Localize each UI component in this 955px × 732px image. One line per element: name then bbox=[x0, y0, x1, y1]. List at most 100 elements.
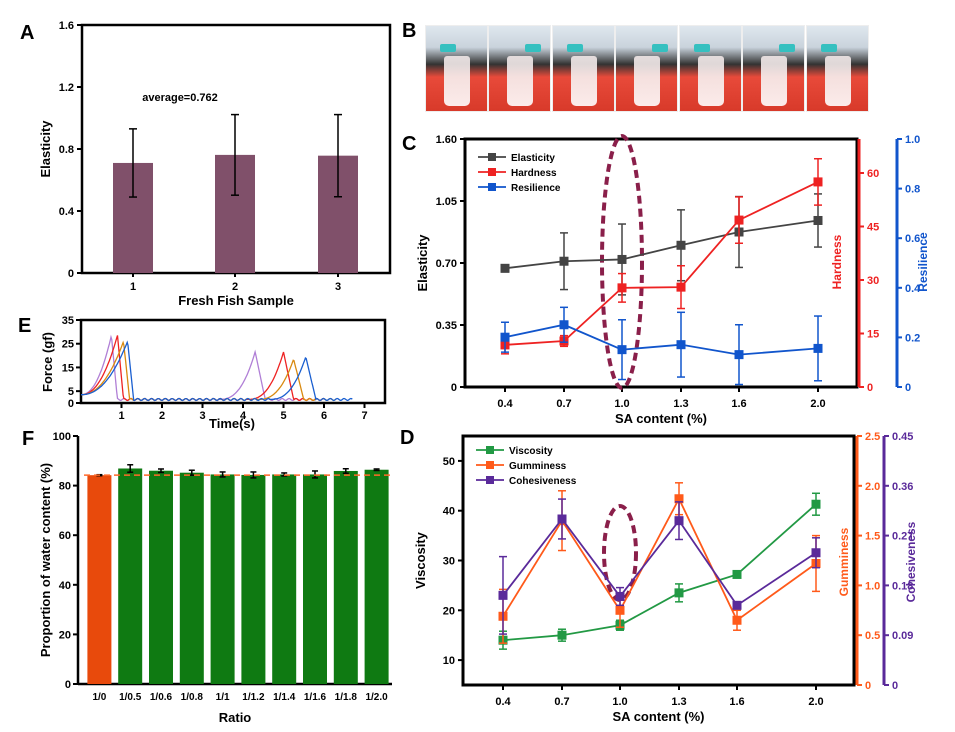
panel-d-marker-cohesiveness bbox=[811, 548, 821, 558]
panel-d-left-tick-label: 10 bbox=[443, 655, 455, 667]
panel-c-marker-resilience bbox=[559, 320, 569, 330]
panel-c-right2-tick-label: 0.8 bbox=[905, 184, 920, 196]
panel-c-marker-resilience bbox=[734, 350, 744, 360]
panel-c-right2-tick-label: 0.2 bbox=[905, 332, 920, 344]
panel-d-left-tick-label: 40 bbox=[443, 506, 455, 518]
panel-f-bar bbox=[179, 472, 204, 684]
panel-f-xtick-label: 1/0.6 bbox=[150, 692, 173, 703]
panel-label-a: A bbox=[20, 22, 35, 44]
panel-d-marker-cohesiveness bbox=[557, 514, 567, 524]
panel-d-highlight-ellipse bbox=[602, 504, 638, 602]
panel-d-right1-tick-label: 1.5 bbox=[865, 531, 880, 543]
panel-f-ytick-label: 20 bbox=[59, 629, 71, 641]
panel-c-left-label: Elasticity bbox=[415, 234, 430, 292]
panel-c-legend-marker bbox=[488, 168, 496, 176]
panel-e-xtick-label: 3 bbox=[199, 410, 205, 422]
panel-d-right1-tick-label: 0 bbox=[865, 680, 871, 692]
panel-a-xtick-label: 1 bbox=[130, 281, 136, 293]
panel-e-frame bbox=[79, 318, 387, 405]
lid-icon bbox=[694, 44, 710, 52]
panel-c-legend-label: Resilience bbox=[511, 183, 561, 194]
cup-icon bbox=[571, 56, 597, 106]
panel-c-legend-label: Elasticity bbox=[511, 153, 555, 164]
panel-e-xtick-label: 5 bbox=[280, 410, 286, 422]
panel-c-series-line-hardness bbox=[504, 181, 819, 346]
panel-f-xtick-label: 1/0.8 bbox=[181, 692, 204, 703]
panel-c-xtick-label: 0.4 bbox=[497, 398, 513, 410]
lid-icon bbox=[779, 44, 795, 52]
panel-c-legend-marker bbox=[488, 183, 496, 191]
panel-d-frame bbox=[461, 434, 856, 687]
cup-icon bbox=[444, 56, 470, 106]
panel-f-bar bbox=[87, 475, 112, 684]
panel-c-series-line-resilience bbox=[504, 323, 819, 356]
panel-f-bar bbox=[210, 474, 235, 684]
sample-photo bbox=[679, 25, 742, 112]
cup-icon bbox=[634, 56, 660, 106]
panel-d-right1-label: Gumminess bbox=[837, 527, 851, 596]
panel-c-marker-resilience bbox=[617, 345, 627, 355]
panel-d-right2-tick-label: 0.45 bbox=[892, 431, 913, 443]
panel-a-ytick-label: 0.4 bbox=[59, 206, 75, 218]
panel-e-xtick-label: 4 bbox=[240, 410, 247, 422]
panel-c-right1-tick-label: 60 bbox=[867, 168, 879, 180]
sample-photo bbox=[488, 25, 551, 112]
panel-f-xtick-label: 1/1.2 bbox=[242, 692, 265, 703]
panel-d-legend-marker bbox=[486, 461, 494, 469]
panel-e-xlabel: Time(s) bbox=[209, 416, 255, 431]
panel-c-xtick-label: 1.0 bbox=[614, 398, 629, 410]
panel-d-legend-marker bbox=[486, 476, 494, 484]
panel-c-right2-label: Resilience bbox=[916, 232, 930, 292]
panel-f-ytick-label: 40 bbox=[59, 580, 71, 592]
panel-d-marker-cohesiveness bbox=[674, 516, 684, 526]
panel-f-ytick-label: 0 bbox=[65, 679, 71, 691]
panel-d-right1-tick-label: 0.5 bbox=[865, 630, 880, 642]
panel-d-marker-viscosity bbox=[674, 588, 684, 598]
cup-icon bbox=[507, 56, 533, 106]
panel-e-ytick-label: 0 bbox=[68, 398, 74, 410]
panel-d-xtick-label: 1.0 bbox=[612, 696, 627, 708]
panel-c-left-tick-label: 0.70 bbox=[436, 258, 457, 270]
panel-d-xtick-label: 2.0 bbox=[808, 696, 823, 708]
panel-e-xtick-label: 2 bbox=[159, 410, 165, 422]
panel-c-legend-marker bbox=[488, 153, 496, 161]
sample-photo bbox=[552, 25, 615, 112]
panel-c-right1-tick-label: 15 bbox=[867, 329, 879, 341]
sample-photo bbox=[425, 25, 488, 112]
panel-d-legend-label: Viscosity bbox=[509, 446, 553, 457]
panel-c-left-tick-label: 1.60 bbox=[436, 134, 457, 146]
panel-a-ytick-label: 1.6 bbox=[59, 20, 74, 32]
panel-d-series-line-cohesiveness bbox=[502, 517, 817, 607]
panel-d-marker-gumminess bbox=[674, 494, 684, 504]
panel-c-series-line-elasticity bbox=[504, 219, 819, 270]
panel-d-marker-cohesiveness bbox=[615, 591, 625, 601]
panel-d-marker-gumminess bbox=[615, 605, 625, 615]
panel-c-marker-elasticity bbox=[500, 263, 510, 273]
panel-d-right2-label: Cohesiveness bbox=[904, 521, 918, 602]
panel-f-xtick-label: 1/0.5 bbox=[119, 692, 142, 703]
panel-f-xtick-label: 1/1.8 bbox=[335, 692, 358, 703]
panel-label-d: D bbox=[400, 427, 415, 449]
panel-c-marker-elasticity bbox=[676, 240, 686, 250]
panel-f-xtick-label: 1/2.0 bbox=[365, 692, 388, 703]
panel-d-left-label: Viscosity bbox=[413, 531, 428, 589]
sample-photo bbox=[742, 25, 805, 112]
panel-f-xtick-label: 1/1.6 bbox=[304, 692, 327, 703]
panel-d-legend-marker bbox=[486, 446, 494, 454]
panel-f-ytick-label: 80 bbox=[59, 481, 71, 493]
panel-e-ytick-label: 15 bbox=[62, 362, 74, 374]
panel-c-marker-hardness bbox=[617, 283, 627, 293]
panel-f-bar bbox=[272, 474, 297, 684]
panel-c-marker-resilience bbox=[813, 343, 823, 353]
panel-f-bar bbox=[241, 474, 266, 684]
panel-c-highlight-ellipse bbox=[600, 134, 644, 390]
panel-d-marker-viscosity bbox=[732, 569, 742, 579]
panel-d-left-tick-label: 30 bbox=[443, 556, 455, 568]
lid-icon bbox=[440, 44, 456, 52]
panel-c-right1-tick-label: 45 bbox=[867, 222, 879, 234]
panel-d-xtick-label: 1.3 bbox=[671, 696, 686, 708]
panel-f-ylabel: Proportion of water content (%) bbox=[38, 463, 53, 657]
panel-d-right2-tick-label: 0.36 bbox=[892, 481, 913, 493]
lid-icon bbox=[652, 44, 668, 52]
